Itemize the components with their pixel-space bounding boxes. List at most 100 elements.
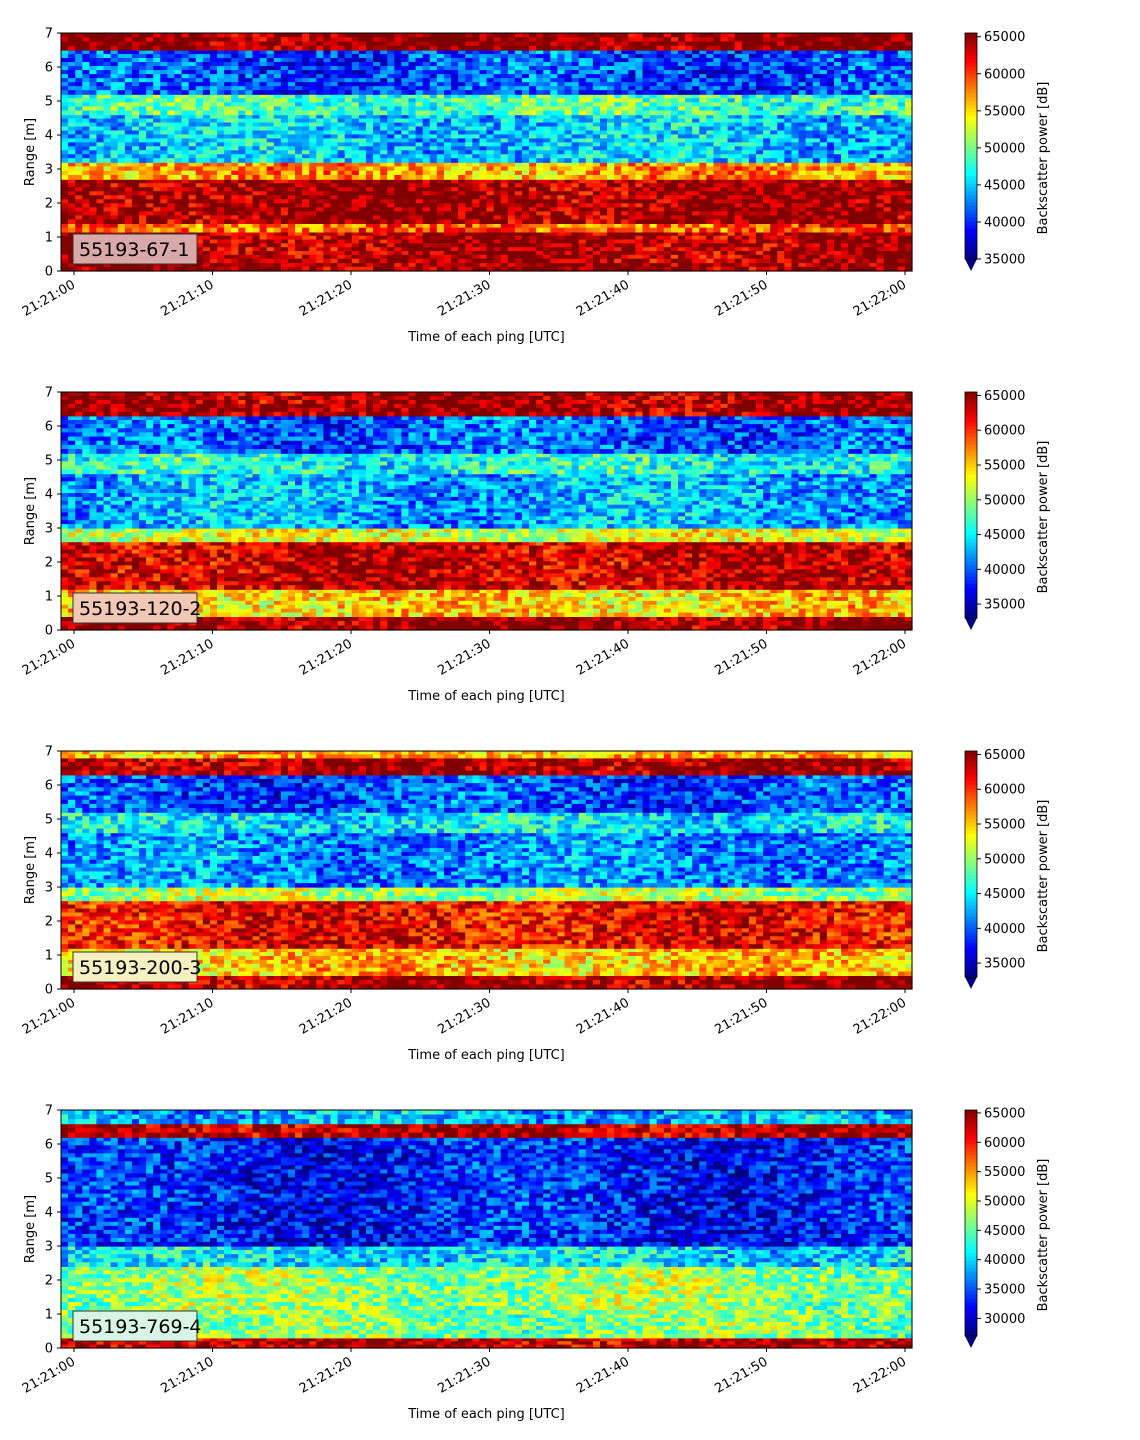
heatmap-cell — [805, 195, 814, 200]
heatmap-cell — [904, 130, 913, 136]
heatmap-cell — [422, 251, 431, 256]
heatmap-cell — [628, 235, 637, 241]
heatmap-cell — [330, 199, 339, 204]
heatmap-cell — [451, 223, 459, 229]
heatmap-cell — [557, 154, 566, 159]
heatmap-cell — [153, 118, 161, 124]
heatmap-cell — [96, 94, 105, 99]
heatmap-cell — [599, 122, 608, 128]
heatmap-cell — [748, 262, 757, 268]
heatmap-cell — [706, 158, 715, 163]
heatmap-cell — [493, 239, 502, 244]
heatmap-cell — [465, 150, 473, 155]
heatmap-cell — [833, 195, 842, 200]
heatmap-cell — [117, 215, 126, 220]
heatmap-cell — [557, 162, 566, 168]
heatmap-cell — [401, 219, 410, 224]
heatmap-cell — [195, 262, 204, 268]
heatmap-cell — [529, 227, 537, 233]
heatmap-cell — [451, 126, 459, 132]
heatmap-cell — [529, 158, 537, 163]
heatmap-cell — [755, 174, 764, 180]
heatmap-cell — [394, 98, 402, 103]
heatmap-cell — [160, 102, 168, 108]
heatmap-cell — [302, 138, 310, 143]
heatmap-cell — [890, 254, 899, 260]
heatmap-cell — [146, 146, 154, 151]
heatmap-cell — [635, 191, 644, 196]
heatmap-cell — [124, 223, 133, 229]
heatmap-cell — [685, 146, 693, 151]
heatmap-cell — [167, 195, 176, 200]
heatmap-cell — [848, 254, 856, 260]
heatmap-cell — [592, 94, 601, 99]
heatmap-cell — [479, 98, 488, 103]
heatmap-cell — [507, 235, 516, 241]
heatmap-cell — [323, 98, 332, 103]
heatmap-cell — [536, 183, 544, 188]
heatmap-cell — [656, 142, 665, 147]
heatmap-cell — [472, 154, 481, 159]
heatmap-cell — [209, 266, 218, 272]
heatmap-cell — [869, 134, 878, 139]
heatmap-cell — [585, 130, 594, 136]
heatmap-cell — [670, 262, 679, 268]
heatmap-cell — [458, 98, 466, 103]
heatmap-cell — [663, 158, 672, 163]
heatmap-cell — [699, 179, 707, 184]
heatmap-cell — [174, 162, 183, 168]
heatmap-cell — [500, 223, 509, 229]
heatmap-cell — [61, 179, 69, 184]
heatmap-cell — [68, 183, 76, 188]
heatmap-cell — [309, 235, 317, 241]
heatmap-cell — [408, 154, 417, 159]
heatmap-cell — [238, 179, 246, 184]
heatmap-cell — [153, 102, 161, 108]
heatmap-cell — [599, 166, 608, 172]
heatmap-cell — [351, 138, 360, 143]
heatmap-cell — [429, 162, 438, 168]
heatmap-cell — [337, 266, 346, 272]
heatmap-cell — [869, 138, 878, 143]
heatmap-cell — [777, 179, 785, 184]
heatmap-cell — [748, 118, 757, 124]
heatmap-cell — [578, 243, 587, 248]
heatmap-cell — [876, 207, 885, 212]
heatmap-cell — [862, 142, 871, 147]
heatmap-cell — [578, 262, 587, 268]
heatmap-cell — [748, 227, 757, 233]
heatmap-cell — [188, 142, 197, 147]
heatmap-cell — [607, 130, 615, 136]
heatmap-cell — [252, 150, 261, 155]
heatmap-cell — [521, 122, 530, 128]
heatmap-cell — [720, 211, 729, 216]
heatmap-cell — [358, 183, 367, 188]
heatmap-cell — [202, 266, 211, 272]
heatmap-cell — [68, 247, 76, 252]
heatmap-cell — [614, 122, 622, 128]
heatmap-cell — [777, 231, 785, 237]
heatmap-cell — [61, 122, 69, 128]
heatmap-cell — [160, 183, 168, 188]
heatmap-cell — [706, 183, 715, 188]
heatmap-cell — [614, 219, 622, 224]
heatmap-cell — [798, 179, 807, 184]
heatmap-cell — [195, 243, 204, 248]
heatmap-cell — [862, 94, 871, 99]
heatmap-cell — [408, 266, 417, 272]
heatmap-cell — [309, 215, 317, 220]
heatmap-cell — [642, 154, 651, 159]
heatmap-cell — [110, 199, 119, 204]
heatmap-cell — [826, 191, 835, 196]
heatmap-cell — [302, 239, 310, 244]
heatmap-cell — [429, 122, 438, 128]
heatmap-cell — [493, 211, 502, 216]
heatmap-cell — [685, 243, 693, 248]
heatmap-cell — [387, 98, 395, 103]
heatmap-cell — [103, 158, 112, 163]
heatmap-cell — [904, 158, 913, 163]
heatmap-cell — [394, 122, 402, 128]
heatmap-cell — [713, 150, 722, 155]
heatmap-cell — [89, 94, 98, 99]
heatmap-cell — [493, 243, 502, 248]
